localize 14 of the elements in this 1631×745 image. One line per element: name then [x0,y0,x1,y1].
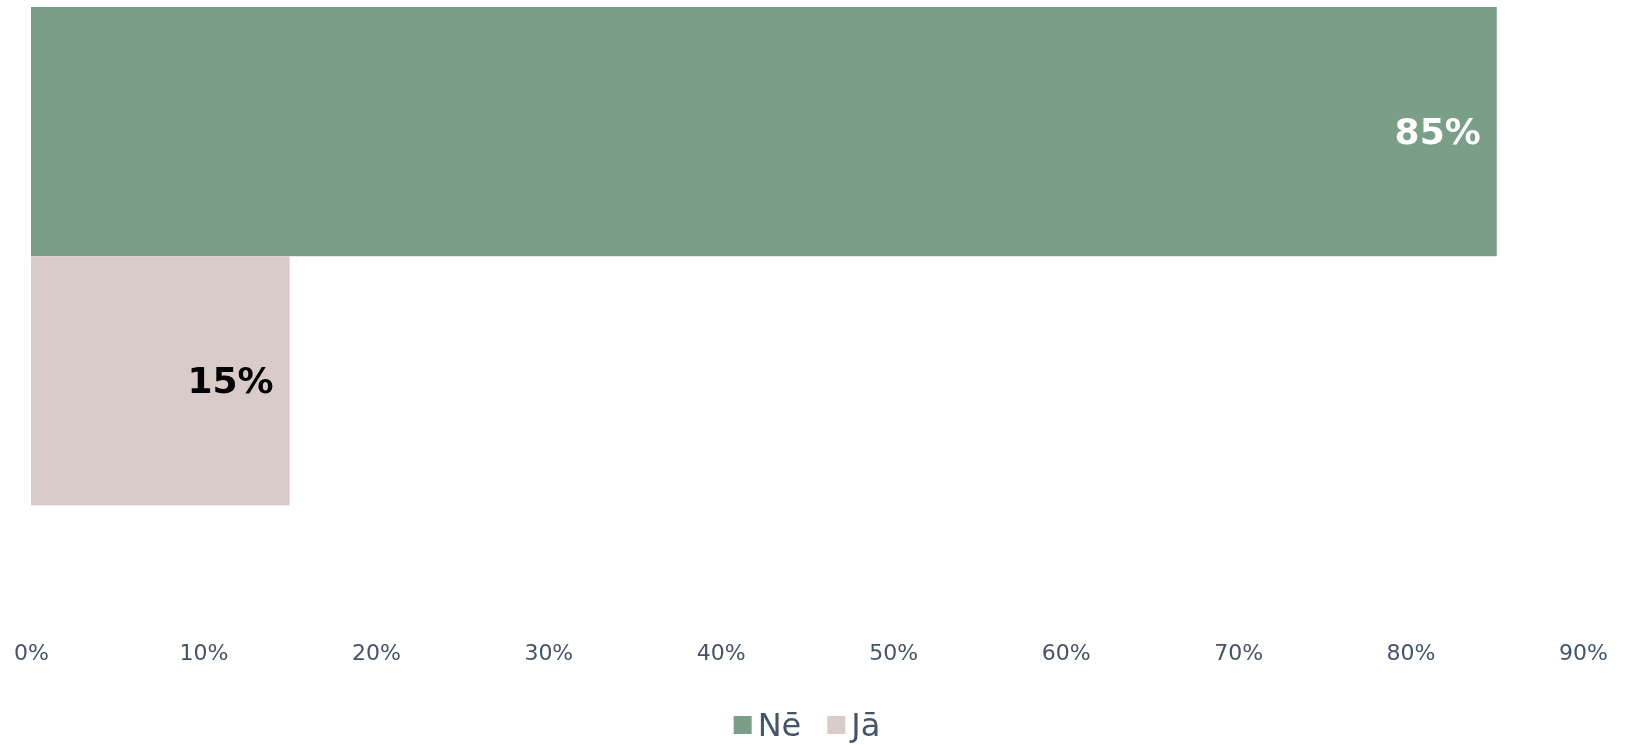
x-tick-label: 20% [351,639,401,665]
x-tick-label: 0% [14,639,49,665]
x-tick-label: 40% [696,639,746,665]
x-tick-label: 90% [1559,639,1608,665]
x-tick-label: 30% [524,639,574,665]
x-tick-label: 60% [1041,639,1091,665]
x-tick-label: 50% [869,639,919,665]
x-tick-label: 80% [1386,639,1436,665]
data-label: 85% [1394,111,1481,153]
x-tick-label: 10% [179,639,229,665]
legend-label: Jā [849,706,881,744]
legend-label: Nē [757,706,802,744]
data-label: 15% [187,360,274,402]
x-tick-label: 70% [1214,639,1264,665]
